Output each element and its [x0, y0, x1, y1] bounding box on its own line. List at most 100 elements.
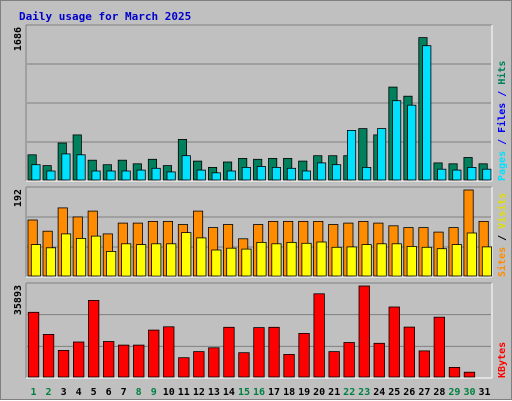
x-tick-label: 21 [328, 387, 340, 398]
bar-kbytes-day-5 [88, 299, 100, 378]
bar-files-day-10 [166, 171, 176, 181]
series-axis-label-part: Visits [496, 193, 508, 229]
x-tick-label: 10 [163, 387, 175, 398]
x-tick-label: 13 [208, 387, 220, 398]
y-max-label: 192 [13, 189, 24, 207]
bar-kbytes-day-7 [118, 344, 130, 378]
bar-kbytes-day-4 [73, 341, 85, 378]
panel-visits: 192 Sites / Visits [13, 186, 508, 278]
bar-sites-day-9 [151, 243, 162, 277]
bar-files-day-28 [437, 168, 447, 181]
series-axis-label-part: / [497, 229, 508, 247]
x-tick-label: 20 [313, 387, 325, 398]
series-axis-label: KBytes [497, 342, 508, 378]
series-axis-label-part: Pages [497, 151, 508, 181]
series-axis-label-part: KBytes [497, 342, 508, 378]
bar-sites-day-11 [181, 232, 192, 277]
bar-kbytes-day-29 [448, 366, 461, 378]
x-tick-label: 4 [76, 387, 82, 398]
bar-files-day-15 [241, 166, 251, 181]
bar-kbytes-day-23 [358, 285, 370, 378]
x-tick-label: 28 [433, 387, 445, 398]
panel-kbytes: 35893 KBytes [13, 282, 508, 379]
bar-kbytes-day-2 [42, 333, 55, 378]
x-axis-labels: 1 2 3 4 5 6 7 8 9 10 11 12 13 14 15 16 17 18 19 20 21 22 23 24 2… [30, 387, 490, 398]
x-tick-label: 23 [358, 387, 370, 398]
bar-kbytes-day-26 [403, 326, 416, 378]
panel-hits: 1686 Pages / Files / Hits [13, 24, 508, 182]
bar-sites-day-25 [391, 243, 402, 277]
bar-sites-day-27 [421, 246, 432, 277]
bar-sites-day-17 [271, 243, 282, 277]
x-tick-label: 16 [253, 387, 265, 398]
bar-kbytes-day-27 [418, 350, 431, 378]
y-max-label: 1686 [13, 27, 24, 51]
bar-sites-day-24 [376, 243, 387, 277]
bar-kbytes-day-9 [148, 329, 160, 378]
bar-files-day-17 [271, 166, 281, 181]
bar-sites-day-22 [346, 246, 357, 277]
bar-files-day-9 [151, 167, 161, 181]
bar-files-day-27 [422, 45, 432, 181]
x-tick-label: 7 [121, 387, 127, 398]
bar-sites-day-29 [451, 244, 462, 277]
bar-files-day-8 [136, 169, 146, 181]
x-tick-label: 12 [193, 387, 205, 398]
bar-sites-day-4 [76, 237, 87, 277]
bar-kbytes-day-8 [133, 344, 145, 378]
bar-files-day-19 [301, 170, 311, 181]
x-tick-label: 19 [298, 387, 310, 398]
bar-files-day-3 [61, 153, 71, 181]
bar-files-day-1 [31, 164, 41, 181]
y-max-label: 35893 [13, 285, 24, 315]
bar-kbytes-day-11 [178, 357, 190, 378]
bar-files-day-14 [226, 170, 236, 181]
bar-kbytes-day-15 [238, 352, 250, 378]
bar-sites-day-1 [30, 244, 41, 277]
bar-files-day-7 [121, 170, 131, 181]
x-tick-label: 29 [448, 387, 460, 398]
x-tick-label: 14 [223, 387, 235, 398]
bar-kbytes-day-3 [57, 349, 70, 378]
bar-kbytes-day-13 [208, 347, 220, 378]
bar-sites-day-18 [286, 241, 297, 277]
series-axis-label: Pages / Files / Hits [496, 61, 508, 181]
x-tick-label: 24 [373, 387, 385, 398]
bar-sites-day-28 [436, 248, 447, 277]
bar-kbytes-day-22 [343, 342, 355, 378]
bar-sites-day-23 [361, 244, 372, 277]
bar-sites-day-19 [301, 242, 312, 277]
bar-sites-day-14 [226, 247, 237, 277]
bar-sites-day-30 [466, 232, 477, 277]
series-axis-label: Sites / Visits [496, 193, 508, 277]
x-tick-label: 27 [418, 387, 430, 398]
bar-kbytes-day-28 [433, 316, 446, 378]
bar-sites-day-5 [91, 235, 102, 277]
x-tick-label: 18 [283, 387, 295, 398]
chart-panels: 1686 Pages / Files / Hits 192 Sites / Visit… [13, 24, 508, 379]
bar-files-day-29 [452, 169, 462, 181]
bar-files-day-22 [346, 129, 357, 181]
bar-kbytes-day-10 [163, 326, 175, 378]
bar-files-day-18 [286, 167, 296, 181]
bar-kbytes-day-30 [463, 371, 476, 378]
bar-sites-day-31 [481, 246, 492, 277]
bar-sites-day-16 [256, 241, 267, 277]
bar-kbytes-day-20 [313, 293, 325, 378]
x-tick-label: 26 [403, 387, 415, 398]
x-tick-label: 17 [268, 387, 280, 398]
bar-kbytes-day-18 [283, 353, 295, 378]
bar-sites-day-15 [241, 248, 252, 277]
x-tick-label: 5 [91, 387, 97, 398]
bar-kbytes-day-6 [103, 341, 115, 378]
bar-files-day-31 [482, 168, 492, 181]
bar-files-day-2 [46, 170, 56, 181]
x-tick-label: 9 [151, 387, 157, 398]
bar-sites-day-26 [406, 245, 417, 277]
bar-sites-day-7 [121, 243, 132, 277]
bar-kbytes-day-12 [193, 351, 205, 378]
bar-files-day-21 [331, 164, 342, 181]
bar-sites-day-2 [45, 247, 56, 277]
